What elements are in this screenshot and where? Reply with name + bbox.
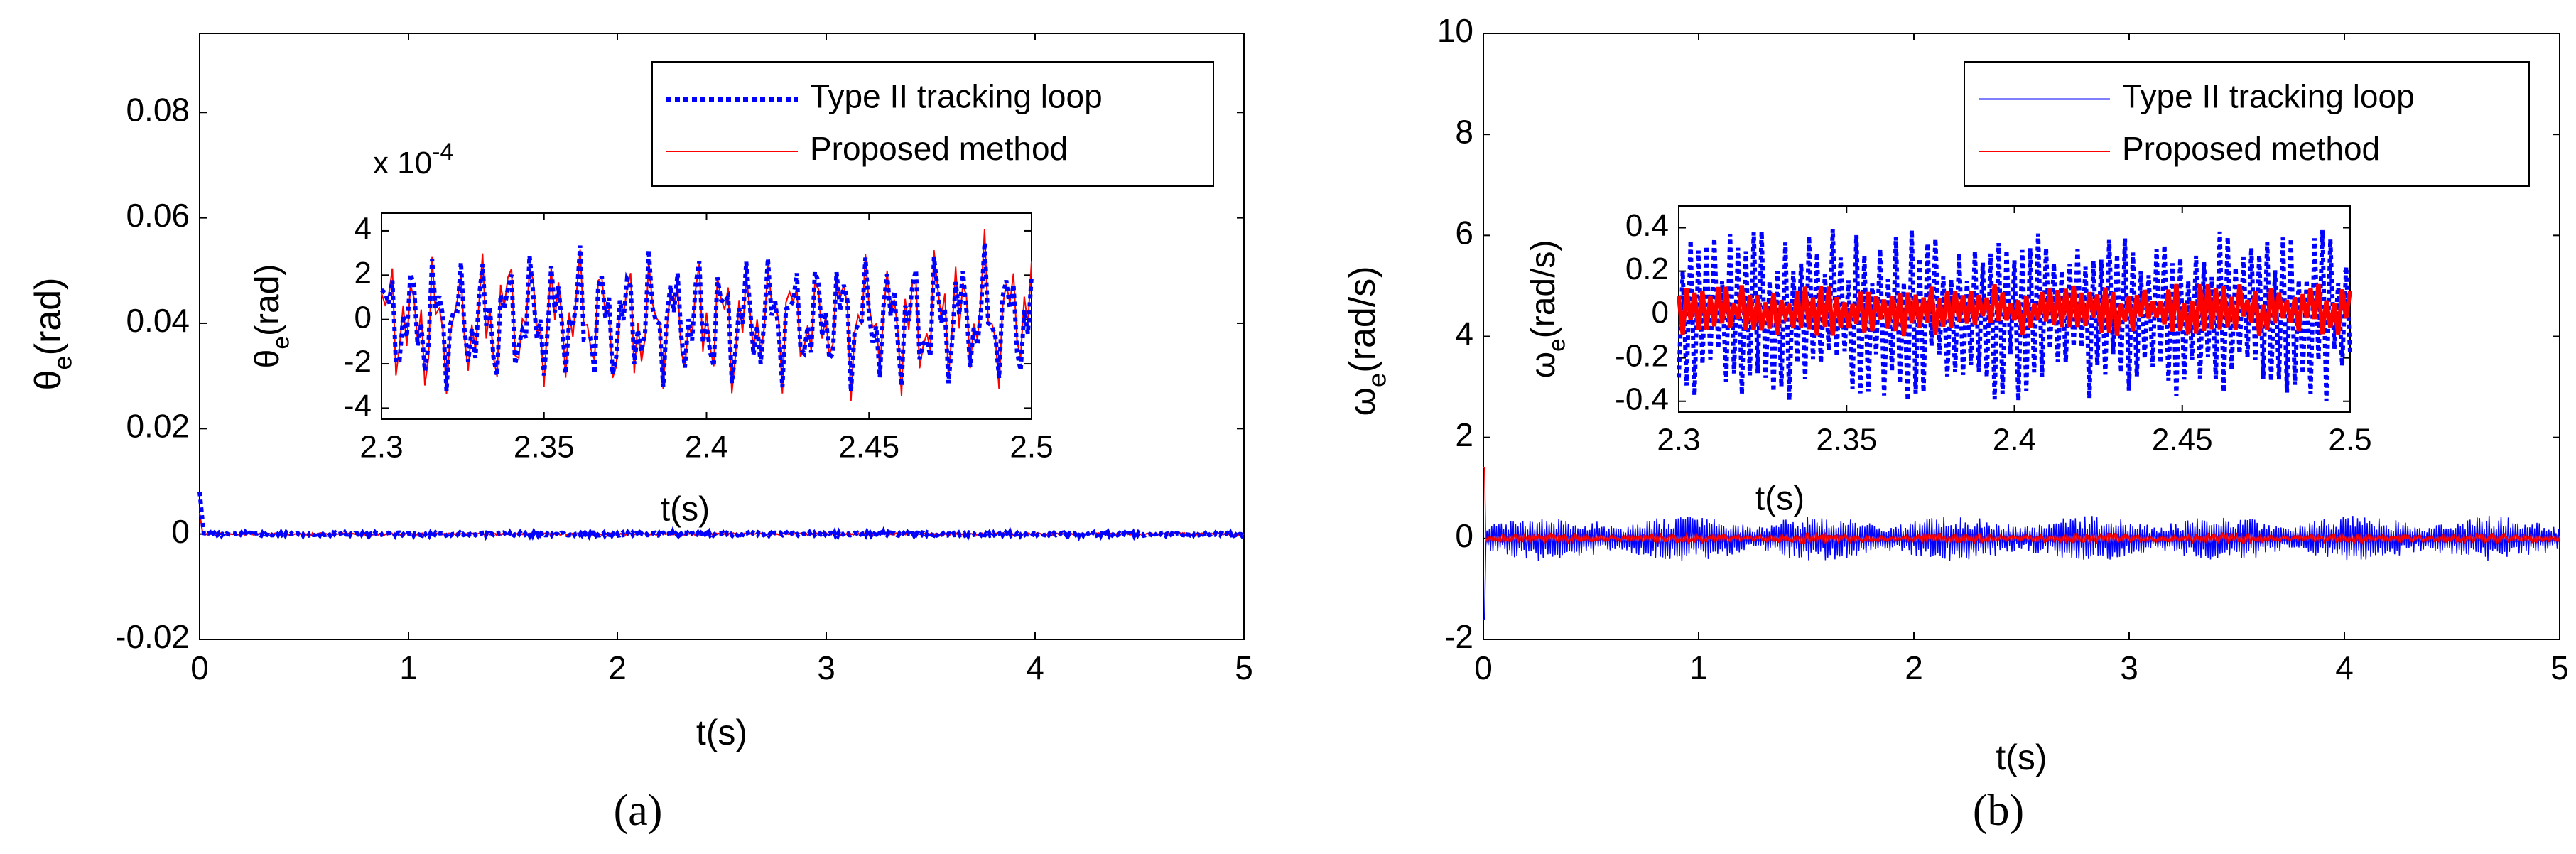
panel-a-inset-ytick-label: -4 xyxy=(344,389,372,423)
panel-a-inset-xtick-label: 2.4 xyxy=(685,429,728,464)
panel-a-inset-ylabel: θe(rad) xyxy=(249,264,294,369)
panel-a-legend-label: Proposed method xyxy=(810,130,1068,167)
panel-a-inset-xtick-label: 2.35 xyxy=(514,429,575,464)
panel-b-inset-ytick-label: -0.2 xyxy=(1615,338,1669,373)
panel-a-ytick-label: 0 xyxy=(171,513,190,550)
panel-b-inset-ytick-label: 0.4 xyxy=(1625,208,1669,243)
panel-b-ytick-label: 4 xyxy=(1455,315,1473,352)
panel-b-inset-series-type2 xyxy=(1677,229,2352,401)
panel-b-series-proposed xyxy=(1483,467,2560,545)
panel-a-ytick-label: 0.06 xyxy=(126,197,190,234)
panel-b-ytick-label: 10 xyxy=(1437,12,1473,49)
panel-a-inset-ytick-label: 2 xyxy=(355,256,372,291)
panel-a-xtick-label: 1 xyxy=(399,649,418,686)
panel-b-legend-label: Type II tracking loop xyxy=(2122,78,2415,115)
panel-a-inset-xtick-label: 2.45 xyxy=(838,429,899,464)
panel-a-series-type2 xyxy=(197,491,1245,542)
panel-a-xlabel: t(s) xyxy=(696,713,747,752)
panel-b-xlabel: t(s) xyxy=(1996,737,2047,777)
panel-b-xtick-label: 2 xyxy=(1905,649,1923,686)
panel-b-inset-xlabel: t(s) xyxy=(1755,480,1804,518)
panel-b-xtick-label: 3 xyxy=(2120,649,2138,686)
panel-b-inset-xtick-label: 2.3 xyxy=(1657,422,1700,457)
panel-a-inset-series-type2 xyxy=(380,242,1034,392)
panel-b-inset-ytick-label: 0 xyxy=(1652,295,1669,330)
panel-b-caption: (b) xyxy=(1973,787,2024,835)
panel-b-ytick-label: -2 xyxy=(1444,618,1473,655)
panel-b-ylabel: ωe(rad/s) xyxy=(1342,266,1392,416)
panel-a-inset-xlabel: t(s) xyxy=(661,491,710,529)
panel-b-inset-xtick-label: 2.4 xyxy=(1993,422,2036,457)
panel-b-xtick-label: 5 xyxy=(2550,649,2569,686)
panel-b-inset-ytick-label: -0.4 xyxy=(1615,382,1669,416)
panel-a-xtick-label: 5 xyxy=(1235,649,1253,686)
panel-b-inset-ylabel: ωe(rad/s) xyxy=(1525,240,1570,379)
panel-a-ytick-label: 0.08 xyxy=(126,91,190,128)
panel-a-ylabel: θe(rad) xyxy=(28,278,77,391)
panel-a-legend xyxy=(651,61,1214,187)
panel-a-inset-xtick-label: 2.5 xyxy=(1010,429,1053,464)
panel-a-caption: (a) xyxy=(614,787,663,835)
panel-a-inset-ytick-label: 4 xyxy=(355,212,372,247)
panel-b-series-type2 xyxy=(1483,515,2560,620)
panel-b-inset-series-proposed xyxy=(1677,283,2352,337)
panel-b-inset-xtick-label: 2.45 xyxy=(2152,422,2213,457)
panel-a-inset-ytick-label: 0 xyxy=(355,300,372,335)
panel-b-inset-ytick-label: 0.2 xyxy=(1625,252,1669,286)
panel-b-ytick-label: 0 xyxy=(1455,517,1473,554)
panel-a-xtick-label: 3 xyxy=(817,649,835,686)
panel-b-inset-xtick-label: 2.35 xyxy=(1816,422,1877,457)
panel-b-ytick-label: 2 xyxy=(1455,416,1473,453)
panel-a-xtick-label: 0 xyxy=(190,649,209,686)
panel-b-xtick-label: 0 xyxy=(1474,649,1493,686)
panel-a-ytick-label: -0.02 xyxy=(115,618,190,655)
panel-b-ytick-label: 8 xyxy=(1455,113,1473,150)
panel-b-ytick-label: 6 xyxy=(1455,214,1473,251)
panel-a-inset-xtick-label: 2.3 xyxy=(359,429,403,464)
panel-a-inset-scale: x 10-4 xyxy=(373,139,453,180)
panel-a-xtick-label: 4 xyxy=(1026,649,1044,686)
panel-b-xtick-label: 4 xyxy=(2335,649,2354,686)
panel-b-xtick-label: 1 xyxy=(1689,649,1708,686)
panel-a-ytick-label: 0.04 xyxy=(126,302,190,339)
panel-b-legend-label: Proposed method xyxy=(2122,130,2380,167)
panel-a-inset-ytick-label: -2 xyxy=(344,345,372,379)
panel-a-xtick-label: 2 xyxy=(608,649,627,686)
panel-b-legend xyxy=(1964,61,2530,187)
panel-a-legend-label: Type II tracking loop xyxy=(810,78,1103,115)
panel-b-inset-xtick-label: 2.5 xyxy=(2328,422,2371,457)
panel-a-ytick-label: 0.02 xyxy=(126,407,190,444)
